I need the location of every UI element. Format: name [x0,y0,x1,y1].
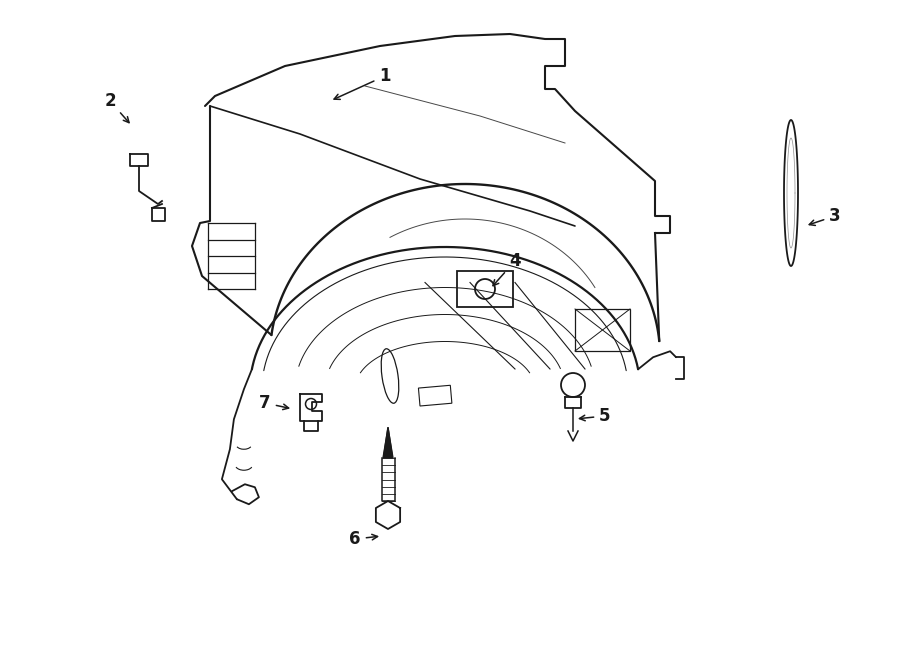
Text: 7: 7 [259,394,289,412]
Text: 4: 4 [493,252,521,286]
Polygon shape [383,428,393,458]
Text: 2: 2 [104,92,129,123]
Bar [575,309,630,351]
Text: 3: 3 [809,207,841,225]
Text: 1: 1 [334,67,391,99]
Polygon shape [784,120,798,266]
Text: 5: 5 [580,407,611,425]
Bar [457,271,513,307]
Bar [418,385,452,406]
Text: 6: 6 [349,530,377,548]
